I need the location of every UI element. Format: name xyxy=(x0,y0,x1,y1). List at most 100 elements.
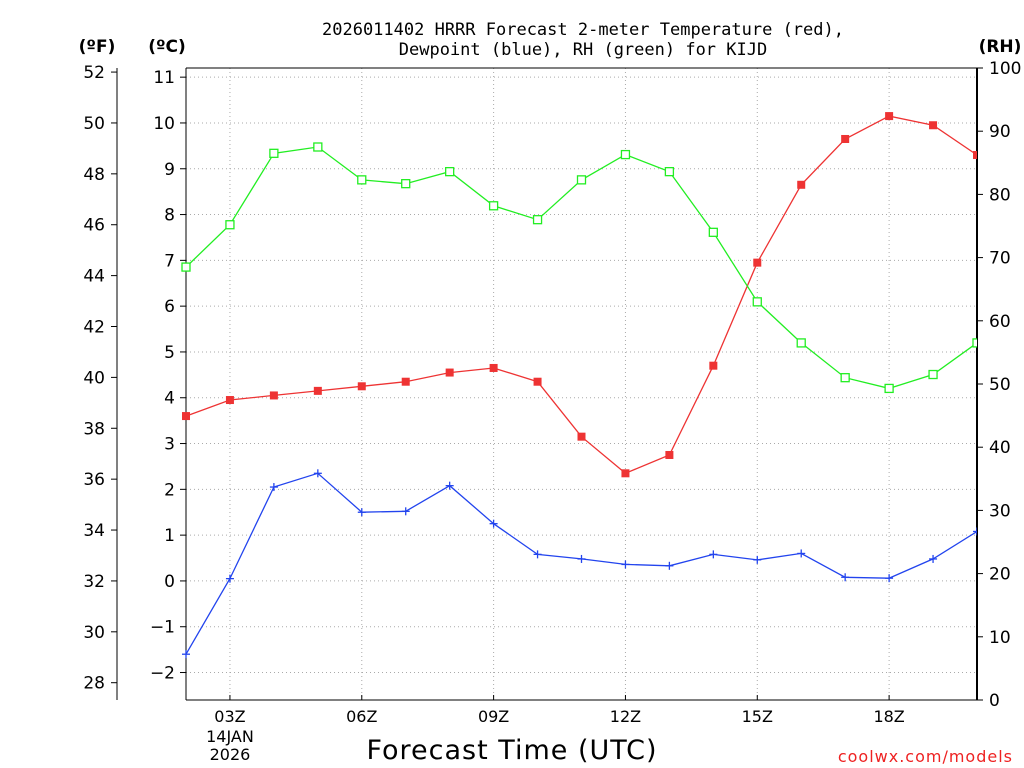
rh-point xyxy=(620,149,631,160)
celsius-tick-label: 8 xyxy=(164,206,175,226)
fahrenheit-tick-label: 36 xyxy=(83,470,105,490)
rh-tick-label: 0 xyxy=(989,691,1000,711)
rh-point xyxy=(752,297,762,307)
rh-point xyxy=(532,215,543,225)
credit-text: coolwx.com/models xyxy=(838,747,1013,766)
dewpoint-point xyxy=(489,519,498,528)
temperature-point xyxy=(357,382,366,391)
rh-tick-label: 50 xyxy=(989,375,1011,395)
fahrenheit-tick-label: 48 xyxy=(83,165,105,185)
fahrenheit-tick-label: 42 xyxy=(83,317,105,337)
temperature-point xyxy=(182,412,190,421)
dewpoint-point xyxy=(225,574,234,583)
rh-point xyxy=(488,201,499,211)
x-tick-label: 09Z xyxy=(478,707,509,726)
celsius-tick-label: 10 xyxy=(153,114,175,134)
data-series xyxy=(181,112,977,659)
rh-tick-label: 20 xyxy=(989,565,1011,585)
fahrenheit-tick-label: 38 xyxy=(83,419,105,439)
temperature-point xyxy=(709,361,718,370)
series-dewpoint xyxy=(182,469,977,659)
celsius-tick-label: 3 xyxy=(164,435,175,455)
celsius-tick-label: 0 xyxy=(164,572,175,592)
fahrenheit-tick-label: 46 xyxy=(83,216,105,236)
celsius-unit-label: (ºC) xyxy=(148,37,186,57)
fahrenheit-unit-label: (ºF) xyxy=(79,37,116,57)
celsius-tick-label: 7 xyxy=(164,251,175,271)
rh-point xyxy=(181,262,191,272)
series-line xyxy=(185,115,977,475)
rh-tick-label: 40 xyxy=(989,438,1011,458)
series-rh xyxy=(181,142,977,394)
dewpoint-point xyxy=(885,574,894,583)
rh-point xyxy=(269,148,279,158)
temperature-point xyxy=(401,377,410,386)
rh-tick-label: 70 xyxy=(989,249,1011,269)
x-tick-label: 06Z xyxy=(346,707,377,726)
dewpoint-point xyxy=(841,573,850,582)
temperature-point xyxy=(973,151,977,160)
x-tick-label: 15Z xyxy=(742,707,773,726)
fahrenheit-tick-label: 44 xyxy=(83,267,105,287)
rh-point xyxy=(884,383,894,394)
axes xyxy=(111,67,983,701)
celsius-tick-label: −2 xyxy=(150,664,175,684)
rh-tick-label: 60 xyxy=(989,312,1011,332)
dewpoint-point xyxy=(753,555,762,564)
series-2-meter-temperature xyxy=(182,112,977,478)
fahrenheit-tick-label: 34 xyxy=(83,521,105,541)
rh-tick-label: 30 xyxy=(989,501,1011,521)
temperature-point xyxy=(269,391,278,400)
rh-tick-label: 100 xyxy=(989,59,1021,79)
temperature-point xyxy=(313,386,322,395)
temperature-point xyxy=(577,432,586,441)
temperature-point xyxy=(797,180,806,189)
dewpoint-point xyxy=(621,560,630,569)
dewpoint-point xyxy=(929,554,938,563)
dewpoint-point xyxy=(313,469,322,478)
rh-point xyxy=(357,175,367,185)
dewpoint-point xyxy=(973,527,977,536)
temperature-point xyxy=(533,377,542,386)
dewpoint-point xyxy=(182,650,190,659)
dewpoint-point xyxy=(665,561,674,570)
temperature-point xyxy=(841,134,850,143)
celsius-tick-label: 6 xyxy=(164,297,175,317)
rh-unit-label: (RH) xyxy=(979,37,1022,57)
rh-point xyxy=(576,175,587,185)
celsius-tick-label: −1 xyxy=(150,618,175,638)
x-axis-label: Forecast Time (UTC) xyxy=(366,735,657,766)
x-tick-label: 03Z xyxy=(214,707,245,726)
x-tick-label: 18Z xyxy=(873,707,904,726)
x-tick-date-label: 14JAN xyxy=(206,727,254,746)
x-tick-label: 12Z xyxy=(610,707,641,726)
celsius-tick-label: 11 xyxy=(153,68,175,88)
rh-point xyxy=(796,338,806,348)
fahrenheit-tick-label: 50 xyxy=(83,114,105,134)
x-tick-year-label: 2026 xyxy=(210,745,251,764)
dewpoint-point xyxy=(577,554,586,563)
fahrenheit-tick-label: 52 xyxy=(83,63,105,83)
rh-point xyxy=(445,166,455,177)
celsius-tick-label: 4 xyxy=(164,389,175,409)
rh-point xyxy=(972,338,977,348)
fahrenheit-tick-label: 28 xyxy=(83,674,105,694)
celsius-tick-label: 5 xyxy=(164,343,175,363)
temperature-point xyxy=(885,112,894,121)
chart-title-line-1: 2026011402 HRRR Forecast 2-meter Tempera… xyxy=(322,20,844,40)
dewpoint-point xyxy=(445,481,454,490)
temperature-point xyxy=(621,469,630,478)
dewpoint-point xyxy=(401,507,410,516)
rh-tick-label: 10 xyxy=(989,628,1011,648)
dewpoint-point xyxy=(357,508,366,517)
rh-point xyxy=(840,373,850,383)
celsius-tick-label: 1 xyxy=(164,526,175,546)
temperature-point xyxy=(225,396,234,405)
rh-point xyxy=(313,142,323,152)
celsius-tick-label: 9 xyxy=(164,160,175,180)
rh-point xyxy=(928,369,938,380)
dewpoint-point xyxy=(709,550,718,559)
dewpoint-point xyxy=(533,550,542,559)
